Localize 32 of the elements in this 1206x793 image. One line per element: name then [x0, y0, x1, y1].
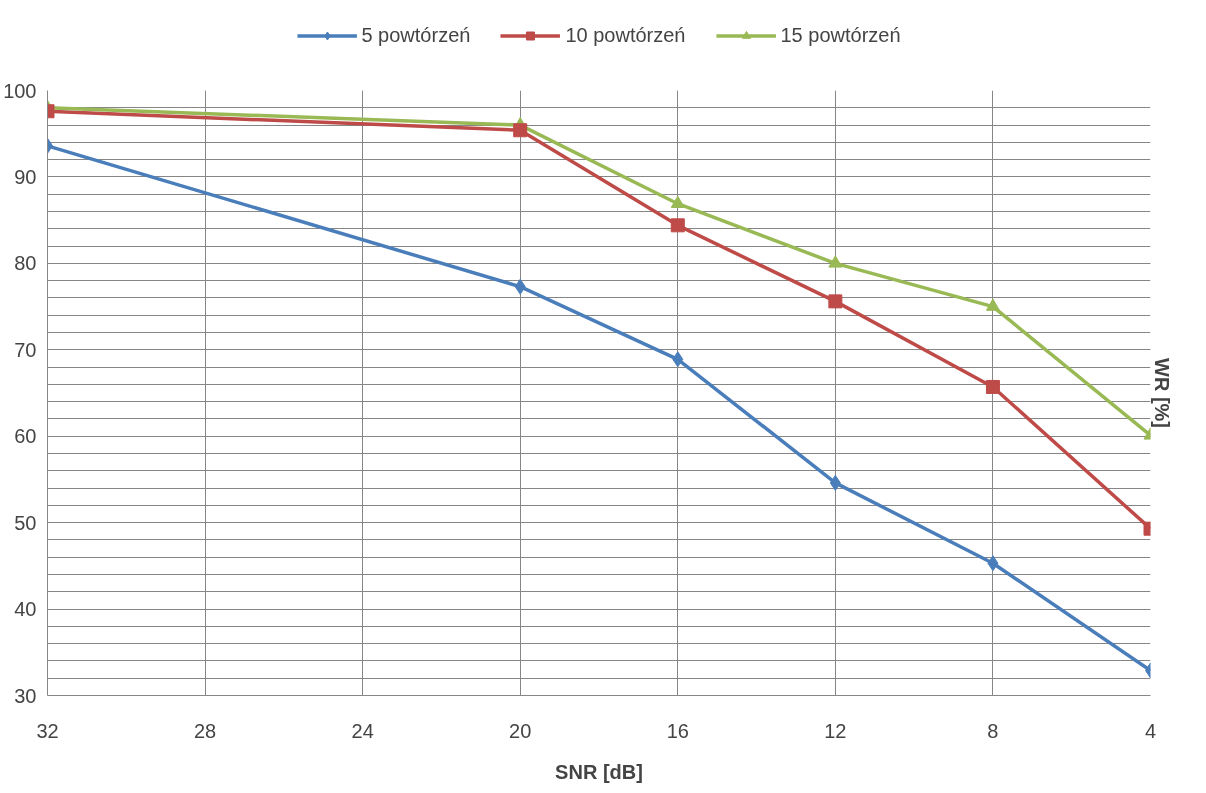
point — [987, 555, 999, 572]
legend-label: 5 powtórzeń — [361, 23, 471, 47]
point — [514, 278, 526, 295]
y-tick-label: 60 — [14, 425, 37, 448]
y-axis-title: WR [%] — [1150, 358, 1173, 428]
y-tick-label: 100 — [3, 79, 37, 102]
point — [829, 474, 841, 491]
x-tick-label: 16 — [666, 719, 689, 742]
x-tick-label: 12 — [824, 719, 847, 742]
point — [672, 351, 684, 368]
x-tick-label: 8 — [987, 719, 999, 742]
point — [670, 218, 685, 233]
x-tick-label: 20 — [509, 719, 532, 742]
point — [670, 195, 685, 208]
y-tick-label: 80 — [14, 252, 37, 275]
point — [513, 123, 528, 138]
x-axis-title: SNR [dB] — [555, 760, 643, 783]
legend-label: 15 powtórzeń — [780, 23, 901, 47]
y-tick-label: 50 — [14, 511, 37, 534]
point — [828, 294, 843, 309]
legend-label: 10 powtórzeń — [565, 23, 686, 47]
y-tick-label: 40 — [14, 598, 37, 621]
x-tick-label: 32 — [36, 719, 59, 742]
point — [828, 255, 843, 268]
x-tick-label: 28 — [193, 719, 217, 742]
y-tick-label: 30 — [14, 684, 37, 707]
point — [985, 379, 1000, 394]
y-tick-label: 70 — [14, 338, 37, 361]
x-tick-label: 4 — [1144, 719, 1157, 742]
y-tick-label: 90 — [14, 165, 37, 188]
x-tick-label: 24 — [351, 719, 374, 742]
point — [985, 298, 1000, 311]
